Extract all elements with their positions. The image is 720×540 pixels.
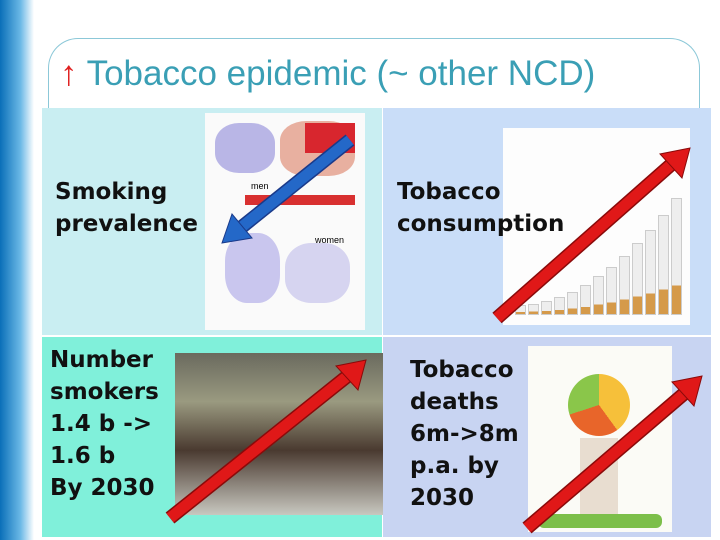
title: ↑ Tobacco epidemic (~ other NCD) [60,54,595,94]
arrow-red [165,147,703,534]
arrow-head [335,359,367,392]
cigarette [567,291,578,315]
map-band [245,195,355,205]
arrow-head [671,375,703,408]
panel-line: Number [50,347,153,373]
arrow-head [659,147,691,180]
panel-line: consumption [397,211,565,237]
cigarette [593,276,604,315]
panel-line: smokers [50,379,159,405]
title-text: Tobacco epidemic (~ other NCD) [86,54,596,93]
panel-line: p.a. by [410,453,499,479]
panel-text: Tobacco deaths 6m->8m p.a. by 2030 [410,354,519,514]
map-shape [215,123,275,173]
cigarette [541,301,552,315]
title-arrow: ↑ [60,54,78,93]
arrow-blue [221,134,355,244]
grass [538,514,662,528]
panel-line: Tobacco [397,179,501,205]
map-label: women [315,235,345,245]
panel-line: 6m->8m [410,421,519,447]
cigarette [580,284,591,315]
map-label: men [251,181,269,191]
cigarette [658,214,669,315]
panel-line: 2030 [410,485,475,511]
cigarette [645,229,656,315]
cigarette [619,255,630,315]
side-band [0,0,34,540]
panel-text: Smoking prevalence [55,176,198,240]
arrow-head [221,212,253,244]
panel-text: Tobacco consumption [397,176,564,240]
arrow-shaft [166,369,354,523]
pie [568,374,630,436]
panel-text: Number smokers 1.4 b -> 1.6 b By 2030 [50,344,159,504]
cigarette [632,243,643,315]
arrow-shaft [523,387,690,533]
panel-line: 1.4 b -> [50,411,153,437]
panel-line: deaths [410,389,499,415]
arrow-shaft [234,135,354,235]
panel-line: prevalence [55,211,199,237]
panel-line: 1.6 b [50,443,116,469]
panel-line: Tobacco [410,357,514,383]
cigarette [671,198,682,315]
cigarette [528,304,539,315]
panel-line: Smoking [55,179,168,205]
panel-line: By 2030 [50,475,155,501]
map-shape [225,233,280,303]
cigarette [554,297,565,315]
arrow-shaft [493,157,678,323]
map-shape [285,243,350,303]
cigarette [606,266,617,315]
title-frame [48,38,700,119]
